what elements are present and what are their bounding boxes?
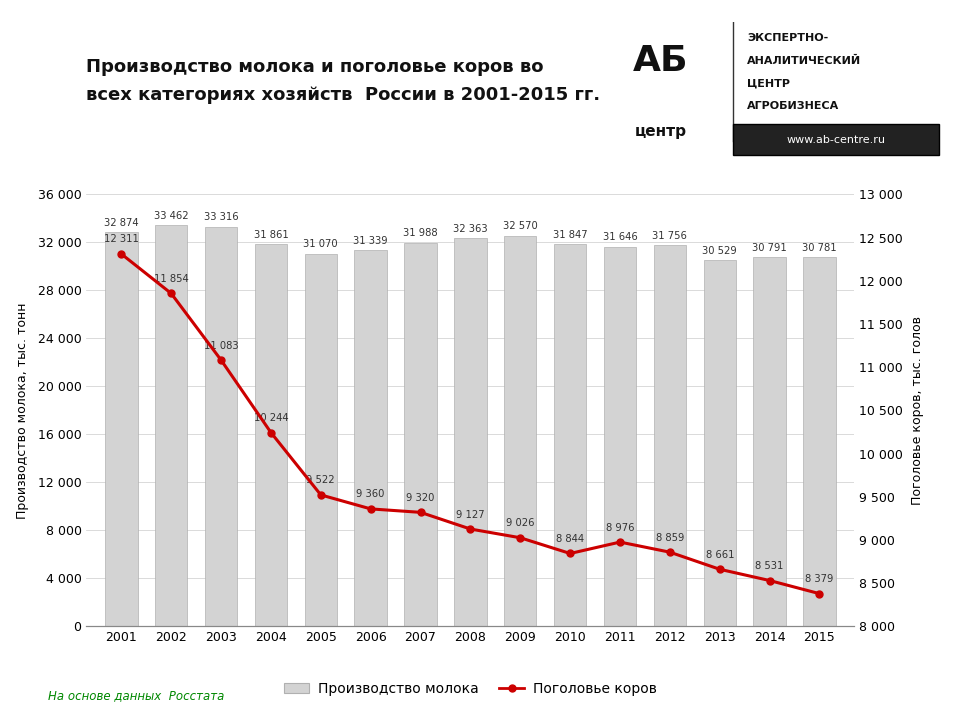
Text: АГРОБИЗНЕСА: АГРОБИЗНЕСА: [747, 101, 839, 111]
Text: 32 874: 32 874: [104, 217, 138, 228]
Text: 9 522: 9 522: [306, 475, 335, 485]
Bar: [504, 235, 537, 626]
Bar: [804, 257, 836, 626]
FancyBboxPatch shape: [733, 124, 939, 155]
Text: 12 311: 12 311: [104, 235, 139, 244]
Text: 31 847: 31 847: [553, 230, 588, 240]
Bar: [754, 257, 786, 626]
Bar: [204, 227, 237, 626]
Text: 33 462: 33 462: [154, 211, 188, 220]
Text: 8 531: 8 531: [756, 561, 783, 571]
Text: ЭКСПЕРТНО-: ЭКСПЕРТНО-: [747, 33, 828, 43]
Bar: [155, 225, 187, 626]
Bar: [704, 260, 736, 626]
Text: ЦЕНТР: ЦЕНТР: [747, 78, 790, 89]
Text: АНАЛИТИЧЕСКИЙ: АНАЛИТИЧЕСКИЙ: [747, 56, 861, 66]
Bar: [404, 243, 437, 626]
Text: 31 339: 31 339: [353, 236, 388, 246]
Text: 31 988: 31 988: [403, 228, 438, 238]
Text: 10 244: 10 244: [253, 413, 288, 423]
Y-axis label: Производство молока, тыс. тонн: Производство молока, тыс. тонн: [16, 302, 30, 518]
Text: На основе данных  Росстата: На основе данных Росстата: [48, 689, 225, 702]
Bar: [254, 244, 287, 626]
Text: 9 026: 9 026: [506, 518, 535, 528]
Text: 11 083: 11 083: [204, 341, 238, 351]
Text: 31 756: 31 756: [653, 231, 687, 241]
Text: 8 976: 8 976: [606, 523, 635, 533]
Text: 32 363: 32 363: [453, 224, 488, 234]
Text: 8 661: 8 661: [706, 550, 734, 559]
Text: 9 320: 9 320: [406, 493, 435, 503]
Text: 31 646: 31 646: [603, 233, 637, 243]
Text: 9 360: 9 360: [356, 490, 385, 500]
Text: 8 844: 8 844: [556, 534, 585, 544]
Text: АБ: АБ: [633, 44, 688, 78]
Text: Производство молока и поголовье коров во: Производство молока и поголовье коров во: [86, 58, 544, 76]
Text: 30 791: 30 791: [753, 243, 787, 253]
Text: 9 127: 9 127: [456, 510, 485, 520]
Bar: [454, 238, 487, 626]
Bar: [654, 246, 686, 626]
Bar: [604, 247, 636, 626]
Text: 30 781: 30 781: [803, 243, 837, 253]
Text: 32 570: 32 570: [503, 221, 538, 231]
Text: 8 859: 8 859: [656, 533, 684, 543]
Text: 33 316: 33 316: [204, 212, 238, 222]
Text: центр: центр: [635, 124, 686, 139]
Bar: [105, 232, 137, 626]
Text: 8 379: 8 379: [805, 574, 833, 584]
Text: всех категориях хозяйств  России в 2001-2015 гг.: всех категориях хозяйств России в 2001-2…: [86, 86, 601, 104]
Bar: [354, 251, 387, 626]
Text: 11 854: 11 854: [154, 274, 188, 284]
Text: 30 529: 30 529: [703, 246, 737, 256]
Text: www.ab-centre.ru: www.ab-centre.ru: [786, 135, 885, 145]
Legend: Производство молока, Поголовье коров: Производство молока, Поголовье коров: [278, 677, 662, 702]
Text: 31 070: 31 070: [303, 239, 338, 249]
Text: 31 861: 31 861: [253, 230, 288, 240]
Bar: [304, 253, 337, 626]
Bar: [554, 244, 587, 626]
Y-axis label: Поголовье коров, тыс. голов: Поголовье коров, тыс. голов: [911, 316, 924, 505]
